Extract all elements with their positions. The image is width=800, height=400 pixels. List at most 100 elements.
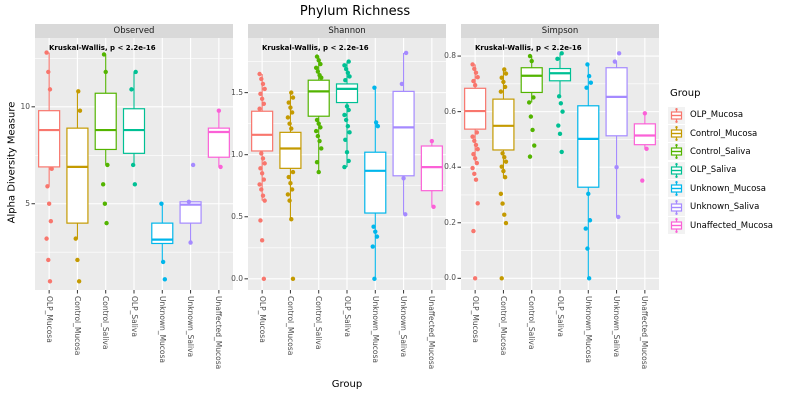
jitter-point	[313, 128, 319, 134]
jitter-point	[431, 204, 436, 210]
jitter-point	[46, 257, 51, 263]
x-tick-label: Control_Saliva	[314, 296, 324, 350]
jitter-point	[475, 74, 480, 80]
jitter-point	[584, 85, 589, 90]
x-tick-label: OLP_Saliva	[555, 296, 565, 337]
jitter-point	[288, 181, 293, 186]
jitter-point	[289, 187, 295, 192]
boxplot-Unknown_Mucosa	[577, 62, 600, 281]
jitter-point	[130, 162, 136, 168]
jitter-point	[47, 279, 53, 284]
box	[492, 98, 515, 151]
jitter-point	[343, 117, 349, 123]
jitter-point	[472, 171, 477, 177]
key-point	[675, 199, 678, 203]
box	[392, 90, 415, 177]
jitter-point	[586, 276, 592, 281]
box	[548, 67, 572, 82]
box	[251, 110, 274, 152]
boxplot-OLP_Mucosa	[251, 71, 274, 282]
y-tick-label: 0.8	[444, 51, 456, 61]
jitter-point	[75, 257, 80, 263]
x-tick-label: Unaffected_Mucosa	[640, 296, 650, 370]
x-tick-label: Control_Mucosa	[498, 296, 508, 356]
jitter-point	[403, 50, 409, 56]
y-tick-label: 10	[20, 101, 30, 111]
facet-strip: Observed	[35, 24, 233, 38]
x-tick-label: Control_Saliva	[101, 296, 111, 350]
x-tick-label: Control_Saliva	[527, 296, 537, 350]
jitter-point	[559, 51, 564, 56]
jitter-point	[530, 127, 535, 133]
jitter-point	[502, 67, 507, 72]
jitter-point	[104, 220, 109, 226]
box	[335, 83, 359, 104]
x-tick-label: Unknown_Saliva	[399, 296, 409, 358]
jitter-point	[316, 169, 321, 175]
chart-title: Phylum Richness	[299, 4, 411, 19]
jitter-point	[640, 178, 645, 183]
jitter-point	[471, 228, 476, 234]
jitter-point	[77, 108, 83, 113]
jitter-point	[288, 105, 293, 110]
boxplot-Unknown_Mucosa	[151, 201, 174, 282]
jitter-point	[586, 191, 591, 197]
jitter-point	[73, 236, 78, 241]
jitter-point	[498, 89, 504, 94]
jitter-point	[346, 59, 351, 64]
jitter-point	[105, 162, 110, 168]
legend-item-label: Unknown_Mucosa	[690, 183, 766, 194]
jitter-point	[500, 201, 505, 206]
jitter-point	[258, 166, 263, 171]
jitter-point	[499, 276, 504, 281]
key-point	[675, 120, 678, 123]
jitter-point	[345, 123, 351, 129]
jitter-point	[314, 159, 320, 165]
jitter-point	[401, 176, 406, 181]
key-point	[675, 230, 678, 234]
jitter-point	[371, 224, 376, 229]
jitter-point	[472, 276, 478, 281]
jitter-point	[473, 142, 479, 148]
legend-key	[668, 180, 685, 198]
jitter-point	[316, 58, 321, 63]
facet-strip-label: Simpson	[541, 26, 579, 36]
facet-observed	[31, 38, 233, 294]
jitter-point	[317, 138, 322, 144]
jitter-point	[502, 84, 508, 90]
jitter-point	[257, 182, 262, 187]
x-tick-label: OLP_Mucosa	[44, 296, 54, 343]
y-tick-label: 0.5	[231, 211, 243, 221]
legend-key-boxplot-icon	[670, 126, 683, 142]
legend-item: Unaffected_Mucosa	[668, 216, 800, 235]
jitter-point	[186, 199, 192, 204]
legend-key-boxplot-icon	[670, 218, 683, 234]
x-tick-label: Unaffected_Mucosa	[214, 296, 224, 370]
jitter-point	[472, 156, 478, 161]
box	[577, 105, 600, 188]
box	[279, 131, 302, 169]
jitter-point	[344, 150, 350, 155]
jitter-point	[290, 95, 296, 100]
jitter-point	[290, 169, 296, 175]
jitter-point	[501, 168, 506, 174]
jitter-point	[588, 80, 594, 85]
legend-item: OLP_Mucosa	[668, 106, 800, 124]
key-point	[675, 218, 678, 221]
jitter-point	[287, 198, 292, 203]
jitter-point	[313, 65, 319, 70]
jitter-point	[129, 87, 134, 92]
legend-key	[668, 125, 685, 143]
jitter-point	[498, 191, 504, 197]
jitter-point	[475, 146, 480, 152]
legend-key	[668, 161, 685, 179]
legend-item-label: Control_Mucosa	[690, 128, 758, 139]
jitter-point	[289, 126, 294, 131]
jitter-point	[527, 53, 533, 59]
box	[307, 79, 330, 117]
key-point	[675, 193, 678, 197]
jitter-point	[612, 59, 618, 64]
jitter-point	[373, 229, 378, 234]
y-tick-label: 5	[25, 198, 30, 208]
